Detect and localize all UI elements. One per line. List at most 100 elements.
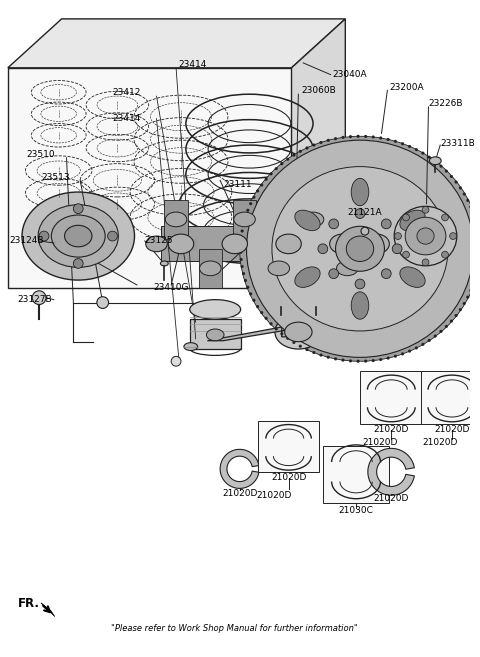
- Circle shape: [32, 291, 46, 305]
- Polygon shape: [301, 200, 325, 239]
- Circle shape: [372, 359, 375, 362]
- Text: 23200A: 23200A: [389, 83, 424, 92]
- Circle shape: [256, 305, 259, 308]
- Circle shape: [387, 357, 390, 359]
- Circle shape: [463, 193, 466, 196]
- Circle shape: [329, 269, 338, 279]
- Circle shape: [450, 233, 456, 240]
- Circle shape: [97, 297, 108, 308]
- Circle shape: [455, 314, 457, 317]
- Ellipse shape: [168, 234, 194, 254]
- Ellipse shape: [222, 234, 248, 254]
- Ellipse shape: [200, 261, 221, 276]
- Circle shape: [264, 317, 268, 320]
- Circle shape: [249, 292, 252, 296]
- Circle shape: [327, 355, 330, 359]
- Circle shape: [476, 226, 479, 229]
- Circle shape: [463, 302, 466, 305]
- Text: 23040A: 23040A: [333, 70, 367, 79]
- Circle shape: [478, 254, 480, 258]
- Text: FR.: FR.: [18, 597, 40, 610]
- Polygon shape: [164, 200, 188, 239]
- Circle shape: [355, 279, 365, 289]
- Ellipse shape: [276, 234, 301, 254]
- Text: 21020D: 21020D: [256, 491, 291, 500]
- Circle shape: [286, 337, 289, 340]
- Circle shape: [342, 359, 345, 361]
- Circle shape: [466, 199, 469, 202]
- Text: 21020D: 21020D: [362, 438, 397, 447]
- Circle shape: [73, 204, 83, 214]
- Circle shape: [401, 142, 404, 145]
- Ellipse shape: [247, 140, 473, 357]
- Ellipse shape: [165, 212, 187, 227]
- Circle shape: [292, 154, 295, 156]
- Circle shape: [472, 283, 475, 285]
- Text: 21030C: 21030C: [338, 507, 373, 516]
- Circle shape: [246, 286, 249, 288]
- Polygon shape: [233, 200, 256, 239]
- Circle shape: [239, 244, 242, 246]
- Circle shape: [270, 323, 273, 325]
- Circle shape: [280, 162, 283, 165]
- Circle shape: [434, 334, 437, 338]
- Polygon shape: [267, 249, 290, 288]
- Polygon shape: [199, 249, 222, 288]
- Circle shape: [361, 227, 369, 235]
- Bar: [323, 446, 389, 503]
- Circle shape: [312, 143, 315, 147]
- Text: 21121A: 21121A: [347, 208, 382, 217]
- Circle shape: [244, 279, 247, 282]
- Ellipse shape: [430, 157, 441, 165]
- Circle shape: [428, 156, 431, 158]
- Ellipse shape: [330, 234, 355, 254]
- Circle shape: [286, 158, 289, 161]
- Circle shape: [428, 339, 431, 342]
- Circle shape: [372, 135, 375, 139]
- Circle shape: [408, 145, 411, 148]
- Ellipse shape: [22, 192, 134, 280]
- Polygon shape: [8, 68, 291, 288]
- Circle shape: [260, 311, 263, 314]
- Circle shape: [171, 356, 181, 366]
- Circle shape: [306, 147, 309, 149]
- Bar: [258, 421, 319, 472]
- Circle shape: [275, 167, 278, 170]
- Ellipse shape: [394, 206, 457, 266]
- Polygon shape: [161, 226, 382, 261]
- Circle shape: [242, 223, 245, 225]
- Circle shape: [421, 152, 424, 154]
- Circle shape: [240, 237, 243, 240]
- Ellipse shape: [336, 226, 384, 271]
- Circle shape: [401, 352, 404, 355]
- Circle shape: [466, 296, 469, 298]
- Ellipse shape: [364, 234, 389, 254]
- Circle shape: [422, 259, 429, 266]
- Circle shape: [292, 341, 295, 344]
- Circle shape: [450, 319, 453, 323]
- Ellipse shape: [268, 261, 289, 276]
- Ellipse shape: [346, 236, 374, 261]
- Ellipse shape: [295, 210, 320, 231]
- Circle shape: [270, 172, 273, 175]
- Text: 23412: 23412: [112, 88, 141, 97]
- Text: 23124B: 23124B: [10, 237, 44, 246]
- Circle shape: [342, 136, 345, 139]
- Circle shape: [242, 272, 245, 275]
- Ellipse shape: [417, 228, 434, 244]
- Circle shape: [299, 150, 302, 153]
- Circle shape: [459, 308, 462, 311]
- Circle shape: [403, 251, 409, 258]
- Circle shape: [252, 299, 255, 302]
- Bar: [420, 371, 480, 424]
- Circle shape: [240, 265, 244, 268]
- Polygon shape: [8, 19, 345, 68]
- Circle shape: [252, 196, 255, 198]
- Circle shape: [334, 137, 337, 140]
- Text: 23127B: 23127B: [18, 295, 52, 304]
- Circle shape: [469, 289, 472, 292]
- Text: 21020D: 21020D: [373, 425, 409, 434]
- Circle shape: [280, 332, 283, 335]
- Circle shape: [299, 345, 302, 348]
- Circle shape: [442, 214, 448, 221]
